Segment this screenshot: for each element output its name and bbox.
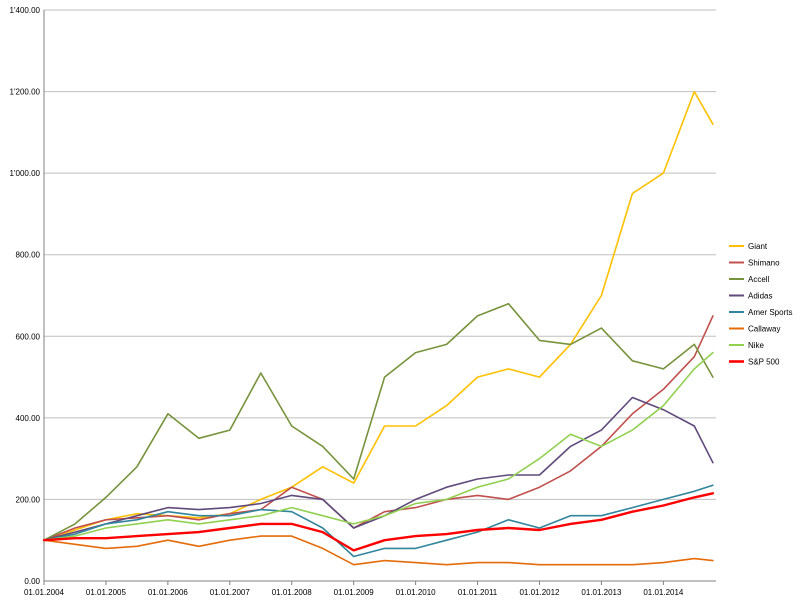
series-line-shimano [43,315,714,542]
x-tick-label: 01.01.2010 [396,588,437,597]
y-tick-label: 0.00 [24,577,40,586]
y-tick-label: 800.00 [16,251,41,260]
y-tick-label: 200.00 [16,495,41,504]
legend-label-s-p-500: S&P 500 [748,358,780,367]
series-line-giant [43,90,714,542]
series-line-callaway [43,535,714,566]
y-tick-label: 600.00 [16,332,41,341]
x-tick-label: 01.01.2013 [581,588,622,597]
legend: Giant Shimano Accell Adidas Amer Sports Calla… [729,242,792,367]
x-tick-label: 01.01.2008 [272,588,313,597]
series-line-nike [43,351,714,542]
legend-label-shimano: Shimano [748,259,780,268]
series-line-amer-sports [43,484,714,558]
y-tick-label: 1'400.00 [10,6,41,15]
x-tick-label: 01.01.2005 [86,588,127,597]
y-tick-label: 1'200.00 [10,88,41,97]
x-axis-ticks: 01.01.2004 01.01.2005 01.01.2006 01.01.2007… [24,588,684,597]
legend-label-callaway: Callaway [748,325,780,334]
series-line-s-p-500 [42,492,715,552]
x-tick-label: 01.01.2006 [148,588,189,597]
legend-label-amer-sports: Amer Sports [748,308,792,317]
series-lines [42,90,715,566]
y-tick-label: 400.00 [16,414,41,423]
y-axis-ticks: 0.00 200.00 400.00 600.00 800.00 1'000.00 1'20… [10,6,41,586]
x-tick-label: 01.01.2011 [458,588,498,597]
x-tick-label: 01.01.2007 [210,588,251,597]
x-tick-label: 01.01.2014 [643,588,684,597]
series-line-accell [43,302,714,542]
x-tick-label: 01.01.2012 [519,588,560,597]
x-tick-label: 01.01.2009 [334,588,375,597]
series-line-adidas [43,396,714,542]
legend-label-nike: Nike [748,341,765,350]
legend-label-giant: Giant [748,242,768,251]
grid-lines [43,9,716,585]
x-tick-label: 01.01.2004 [24,588,65,597]
legend-label-accell: Accell [748,275,770,284]
y-tick-label: 1'000.00 [10,169,41,178]
legend-label-adidas: Adidas [748,292,772,301]
